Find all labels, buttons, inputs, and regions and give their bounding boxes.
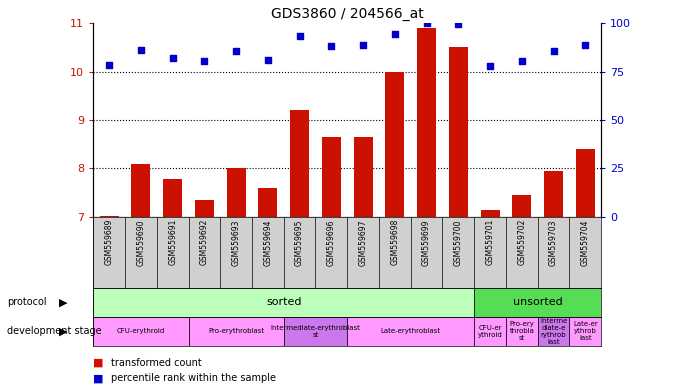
Text: Intermediate-erythroblast
st: Intermediate-erythroblast st (271, 325, 361, 338)
Point (263, 57, 274, 63)
Bar (258, 188, 277, 217)
Point (326, 43, 337, 50)
Text: GSM559697: GSM559697 (359, 219, 368, 266)
Point (135, 46, 146, 53)
Point (421, 20, 432, 26)
Text: GSM559698: GSM559698 (390, 219, 399, 265)
Text: ■: ■ (93, 373, 104, 383)
Text: GSM559703: GSM559703 (549, 219, 558, 266)
Text: ▶: ▶ (59, 326, 68, 336)
Point (167, 55, 178, 61)
Bar (386, 71, 404, 217)
Bar (474, 288, 601, 317)
Point (548, 48, 559, 54)
Text: protocol: protocol (7, 297, 46, 308)
Text: Interme
diate-e
rythrob
last: Interme diate-e rythrob last (540, 318, 567, 345)
Text: CFU-er
ythroid: CFU-er ythroid (477, 325, 502, 338)
Bar (354, 137, 372, 217)
Text: ■: ■ (93, 358, 104, 368)
Bar (290, 110, 309, 217)
Point (357, 42, 368, 48)
Text: Late-er
ythrob
last: Late-er ythrob last (573, 321, 598, 341)
Text: sorted: sorted (266, 297, 301, 308)
Text: GSM559696: GSM559696 (327, 219, 336, 266)
Title: GDS3860 / 204566_at: GDS3860 / 204566_at (271, 7, 424, 21)
Text: GSM559693: GSM559693 (231, 219, 240, 266)
Bar (347, 317, 474, 346)
Bar (417, 28, 436, 217)
Text: Late-erythroblast: Late-erythroblast (381, 328, 441, 334)
Text: CFU-erythroid: CFU-erythroid (117, 328, 165, 334)
Bar (163, 179, 182, 217)
Bar (538, 317, 569, 346)
Bar (569, 317, 601, 346)
Point (453, 21, 464, 27)
Bar (448, 47, 468, 217)
Text: Pro-erythroblast: Pro-erythroblast (208, 328, 264, 334)
Text: GSM559692: GSM559692 (200, 219, 209, 265)
Point (516, 58, 527, 64)
Bar (195, 200, 214, 217)
Bar (544, 171, 563, 217)
Text: GSM559695: GSM559695 (295, 219, 304, 266)
Text: GSM559691: GSM559691 (168, 219, 177, 265)
Bar (576, 149, 595, 217)
Text: GSM559701: GSM559701 (486, 219, 495, 265)
Text: GSM559689: GSM559689 (104, 219, 113, 265)
Point (104, 62, 115, 68)
Bar (100, 216, 119, 217)
Bar (131, 164, 151, 217)
Point (484, 63, 495, 69)
Bar (512, 195, 531, 217)
Text: GSM559702: GSM559702 (518, 219, 527, 265)
Bar (227, 169, 245, 217)
Text: GSM559700: GSM559700 (454, 219, 463, 266)
Text: unsorted: unsorted (513, 297, 562, 308)
Bar (189, 317, 284, 346)
Point (231, 48, 242, 54)
Point (580, 42, 591, 48)
Point (199, 58, 210, 64)
Bar (284, 317, 347, 346)
Bar (474, 317, 506, 346)
Point (294, 33, 305, 39)
Text: GSM559694: GSM559694 (263, 219, 272, 266)
Text: Pro-ery
throbla
st: Pro-ery throbla st (509, 321, 534, 341)
Text: percentile rank within the sample: percentile rank within the sample (111, 373, 276, 383)
Bar (93, 288, 474, 317)
Text: GSM559699: GSM559699 (422, 219, 431, 266)
Bar (480, 210, 500, 217)
Text: ▶: ▶ (59, 297, 68, 308)
Text: GSM559690: GSM559690 (136, 219, 145, 266)
Text: GSM559704: GSM559704 (581, 219, 590, 266)
Bar (506, 317, 538, 346)
Bar (93, 317, 189, 346)
Text: transformed count: transformed count (111, 358, 201, 368)
Point (389, 31, 400, 37)
Text: development stage: development stage (7, 326, 102, 336)
Bar (322, 137, 341, 217)
